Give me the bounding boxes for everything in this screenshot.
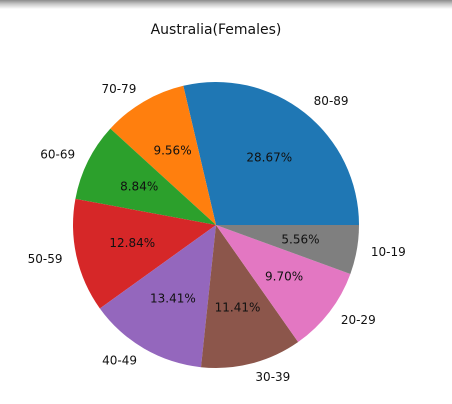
slice-percent-70-79: 9.56%: [153, 144, 191, 158]
pie-slice-30-39: [201, 225, 299, 368]
pie-slice-70-79: [110, 85, 216, 225]
pie-slice-20-29: [216, 225, 351, 343]
pie-slice-60-69: [75, 128, 216, 225]
slice-percent-80-89: 28.67%: [246, 150, 292, 164]
slice-percent-60-69: 8.84%: [120, 179, 158, 193]
pie-slice-50-59: [73, 198, 216, 309]
slice-label-40-49: 40-49: [102, 354, 137, 368]
slice-label-10-19: 10-19: [371, 245, 406, 259]
slice-percent-10-19: 5.56%: [281, 232, 319, 246]
slice-label-50-59: 50-59: [28, 252, 63, 266]
pie-slice-80-89: [183, 81, 359, 225]
window-top-edge: [0, 0, 452, 9]
slice-percent-20-29: 9.70%: [265, 270, 303, 284]
slice-label-20-29: 20-29: [341, 313, 376, 327]
slice-percent-30-39: 11.41%: [215, 301, 261, 315]
pie-slice-40-49: [99, 225, 216, 368]
pie-slice-10-19: [216, 225, 359, 274]
slice-label-60-69: 60-69: [40, 147, 75, 161]
slice-label-30-39: 30-39: [255, 370, 290, 384]
slice-percent-50-59: 12.84%: [109, 236, 155, 250]
slice-label-70-79: 70-79: [101, 82, 136, 96]
chart-title: Australia(Females): [150, 22, 282, 38]
slice-percent-40-49: 13.41%: [150, 292, 196, 306]
slice-label-80-89: 80-89: [314, 94, 349, 108]
